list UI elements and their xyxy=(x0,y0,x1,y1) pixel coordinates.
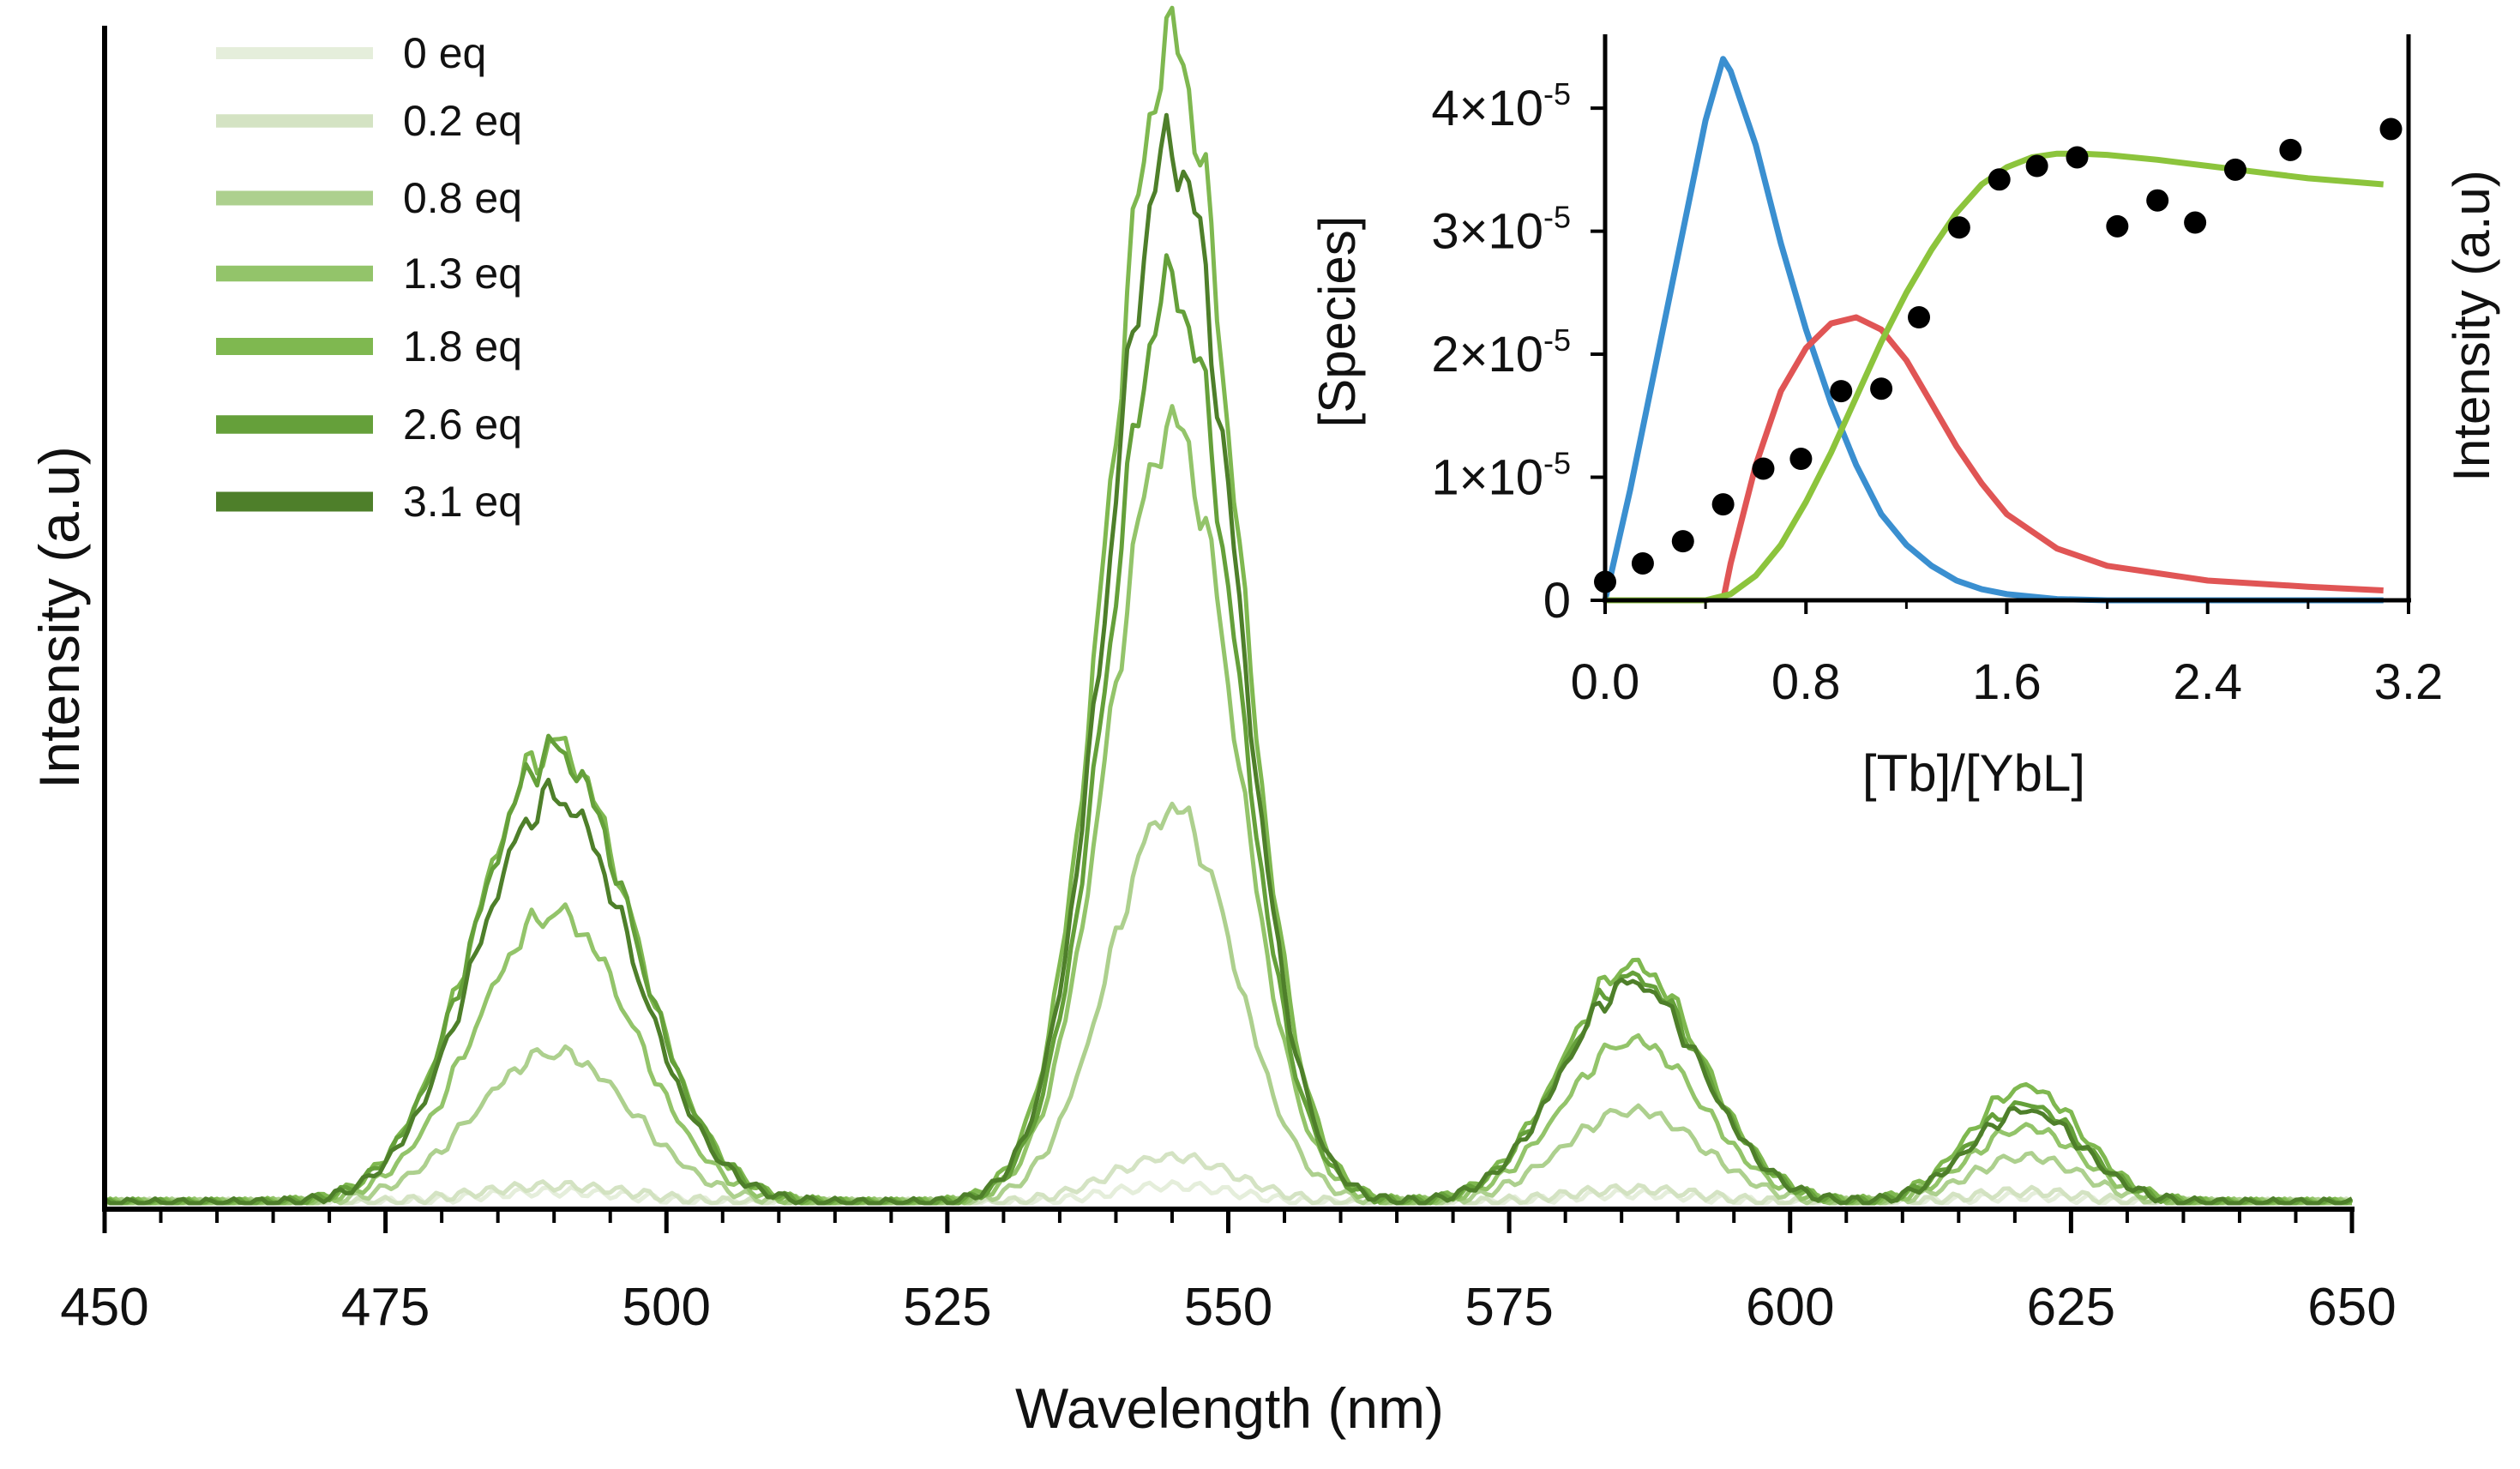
inset-right-axis-title: Intensity (a.u) xyxy=(2443,170,2500,482)
inset-x-axis-title: [Tb]/[YbL] xyxy=(1862,744,2085,802)
x-tick-label: 600 xyxy=(1746,1278,1834,1337)
intensity-point xyxy=(1870,377,1893,400)
main-x-tick-labels: 450 475 500 525 550 575 600 625 650 xyxy=(60,1278,2396,1337)
x-tick-label: 575 xyxy=(1464,1278,1553,1337)
x-tick-label: 450 xyxy=(60,1278,148,1337)
x-tick-label: 650 xyxy=(2307,1278,2396,1337)
intensity-point xyxy=(2279,138,2302,161)
intensity-point xyxy=(1908,306,1931,328)
inset-y-tick-labels: 0 1×10-5 2×10-5 3×10-5 4×10-5 xyxy=(1431,76,1571,629)
inset-scatter-points xyxy=(1594,117,2403,593)
intensity-point xyxy=(2146,189,2169,212)
inset-y-tick-label: 1×10-5 xyxy=(1431,446,1571,506)
intensity-point xyxy=(1988,168,2011,191)
species-3-curve xyxy=(1605,150,2384,604)
inset-y-tick-label: 4×10-5 xyxy=(1431,76,1571,136)
spectrum-line-0_8-eq xyxy=(105,801,2353,1206)
main-x-ticks xyxy=(102,1209,2355,1233)
intensity-point xyxy=(2184,211,2207,234)
x-tick-label: 525 xyxy=(903,1278,991,1337)
legend-label: 0.2 eq xyxy=(403,97,522,145)
intensity-point xyxy=(2223,158,2246,181)
x-tick-label: 625 xyxy=(2027,1278,2115,1337)
intensity-point xyxy=(1947,216,1970,239)
inset-x-tick-label: 2.4 xyxy=(2173,654,2242,710)
x-tick-label: 550 xyxy=(1184,1278,1272,1337)
inset-series-group xyxy=(1602,56,2384,604)
spectrum-line-1_3-eq xyxy=(104,404,2352,1206)
intensity-point xyxy=(2106,214,2129,238)
intensity-point xyxy=(1752,457,1775,480)
inset-ticks xyxy=(1591,106,2410,614)
inset-background xyxy=(1605,30,2409,600)
legend-label: 0 eq xyxy=(403,29,486,77)
inset-y-tick-label: 3×10-5 xyxy=(1431,200,1571,260)
species-2-curve xyxy=(1720,314,2384,601)
spectrum-line-0-eq xyxy=(103,1179,2353,1206)
intensity-point xyxy=(1789,448,1813,470)
inset-y-tick-label: 2×10-5 xyxy=(1431,322,1571,382)
intensity-point xyxy=(2066,146,2089,169)
main-chart: 450 475 500 525 550 575 600 625 650 Wavelength (… xyxy=(27,5,2397,1440)
main-series-group xyxy=(103,5,2354,1206)
main-y-axis-title: Intensity (a.u) xyxy=(27,446,91,789)
inset-x-tick-label: 0.8 xyxy=(1771,654,1841,710)
inset-chart: 0.0 0.8 1.6 2.4 3.2 0 1×10-5 2×10-5 3×10-5 4×10-… xyxy=(1308,30,2500,802)
spectrum-line-3_1-eq xyxy=(103,112,2354,1206)
intensity-point xyxy=(2379,117,2403,141)
species-1-curve xyxy=(1602,56,2384,604)
inset-x-tick-label: 0.0 xyxy=(1571,654,1640,710)
inset-x-tick-label: 1.6 xyxy=(1972,654,2042,710)
inset-x-tick-label: 3.2 xyxy=(2374,654,2444,710)
intensity-point xyxy=(2025,154,2048,178)
spectrum-line-0_2-eq xyxy=(105,1151,2354,1206)
main-x-axis-title: Wavelength (nm) xyxy=(1015,1376,1444,1440)
legend-label: 1.3 eq xyxy=(403,250,522,298)
x-tick-label: 500 xyxy=(622,1278,711,1337)
intensity-point xyxy=(1671,530,1694,553)
legend-label: 0.8 eq xyxy=(403,174,522,222)
inset-y-tick-label: 0 xyxy=(1543,573,1571,629)
legend-label: 3.1 eq xyxy=(403,478,522,526)
legend-label: 2.6 eq xyxy=(403,400,522,449)
main-legend: 0 eq 0.2 eq 0.8 eq 1.3 eq 1.8 eq 2.6 eq 3.1 eq xyxy=(216,29,522,526)
intensity-point xyxy=(1830,380,1853,403)
inset-x-tick-labels: 0.0 0.8 1.6 2.4 3.2 xyxy=(1571,654,2444,710)
legend-label: 1.8 eq xyxy=(403,322,522,370)
intensity-point xyxy=(1631,551,1654,575)
x-tick-label: 475 xyxy=(341,1278,430,1337)
inset-left-axis-title: [Species] xyxy=(1308,216,1366,428)
intensity-point xyxy=(1711,493,1735,516)
